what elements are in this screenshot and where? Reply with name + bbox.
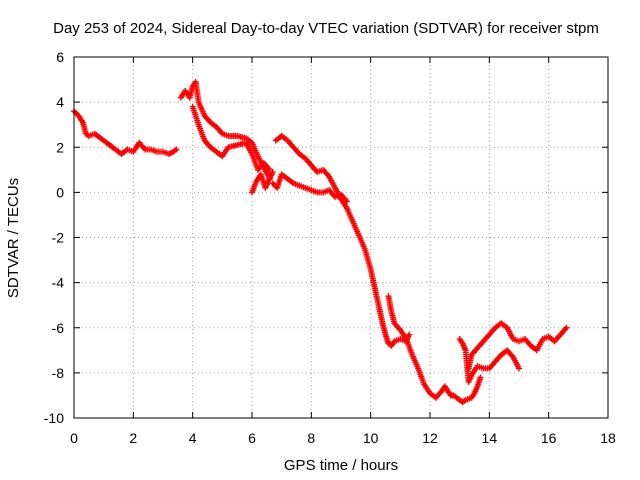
y-tick-label: -8	[52, 365, 65, 381]
x-tick-label: 14	[482, 430, 498, 446]
y-tick-label: 2	[56, 139, 64, 155]
y-tick-label: -4	[52, 275, 65, 291]
x-axis-label: GPS time / hours	[284, 457, 398, 474]
x-tick-label: 8	[307, 430, 315, 446]
grid-lines	[74, 57, 608, 418]
data-point	[173, 146, 180, 153]
x-tick-label: 18	[600, 430, 616, 446]
x-tick-label: 12	[422, 430, 438, 446]
x-tick-label: 2	[129, 430, 137, 446]
data-point	[563, 324, 570, 331]
chart-title: Day 253 of 2024, Sidereal Day-to-day VTE…	[53, 20, 599, 37]
y-tick-label: -6	[52, 320, 65, 336]
data-point	[406, 331, 413, 338]
data-point	[269, 169, 276, 176]
axis-ticks: 0 2 4 6 8 10 12 14 16 18 -10 -8 -6 -4 -2 0 2 4 6	[44, 49, 616, 446]
x-tick-label: 6	[248, 430, 256, 446]
y-tick-label: 6	[56, 49, 64, 65]
x-tick-label: 0	[70, 430, 78, 446]
x-tick-label: 10	[363, 430, 379, 446]
plot-frame	[73, 56, 609, 419]
y-tick-label: -10	[44, 410, 64, 426]
data-point	[477, 374, 484, 381]
y-tick-label: -2	[52, 230, 65, 246]
y-tick-label: 0	[56, 184, 64, 200]
y-axis-label: SDTVAR / TECUs	[5, 178, 22, 298]
y-tick-label: 4	[56, 94, 64, 110]
data-point	[516, 365, 522, 372]
x-tick-label: 4	[189, 430, 197, 446]
data-points	[71, 78, 570, 406]
x-tick-label: 16	[541, 430, 557, 446]
